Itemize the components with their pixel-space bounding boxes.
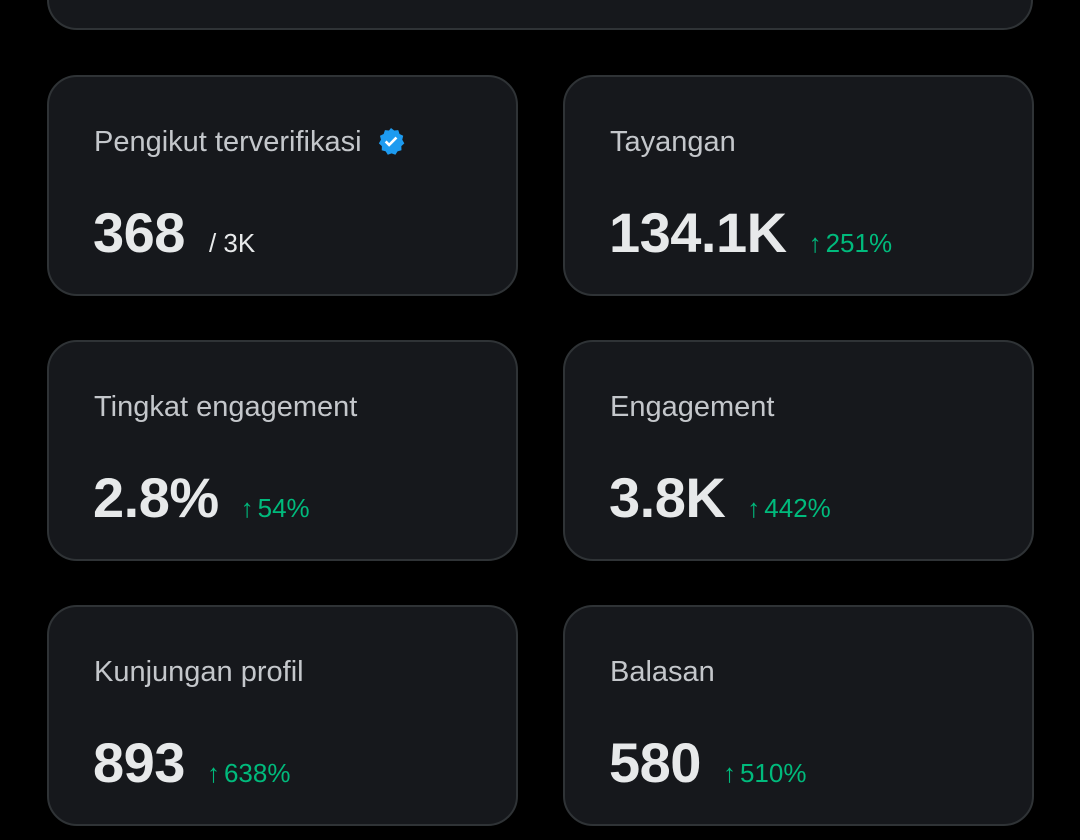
card-delta: ↑ 638% [207,758,291,789]
card-delta-value: 442% [764,493,831,523]
replies-card[interactable]: Balasan 580 ↑ 510% [563,605,1034,826]
engagement-rate-card[interactable]: Tingkat engagement 2.8% ↑ 54% [47,340,518,561]
card-label-text: Pengikut terverifikasi [94,126,362,158]
card-value: 368 [93,201,185,264]
arrow-up-icon: ↑ [722,758,736,788]
card-value-row: 893 ↑ 638% [93,733,290,793]
card-delta-value: 510% [739,758,807,788]
card-value-row: 2.8% ↑ 54% [93,468,310,528]
card-delta-value: 54% [257,493,310,523]
card-delta: ↑ 442% [747,493,831,524]
verified-followers-card[interactable]: Pengikut terverifikasi 368 / 3K [47,75,518,296]
card-delta-value: 251% [825,228,893,258]
card-value: 3.8K [609,466,726,529]
card-label: Tingkat engagement [94,390,357,424]
arrow-up-icon: ↑ [808,228,822,258]
card-label: Kunjungan profil [94,655,304,689]
card-total: / 3K [208,228,256,258]
card-value: 2.8% [93,466,219,529]
engagements-card[interactable]: Engagement 3.8K ↑ 442% [563,340,1034,561]
card-value-row: 368 / 3K [93,203,255,263]
card-value: 580 [609,731,701,794]
card-label-text: Engagement [610,391,775,423]
card-label: Tayangan [610,125,736,159]
card-value: 134.1K [609,201,787,264]
card-value-row: 3.8K ↑ 442% [609,468,831,528]
card-delta: ↑ 510% [723,758,807,789]
card-delta: ↑ 251% [809,228,893,259]
card-value-row: 580 ↑ 510% [609,733,806,793]
verified-badge-icon [375,126,407,158]
previous-card [47,0,1033,30]
impressions-card[interactable]: Tayangan 134.1K ↑ 251% [563,75,1034,296]
profile-visits-card[interactable]: Kunjungan profil 893 ↑ 638% [47,605,518,826]
card-label-text: Balasan [610,656,715,688]
card-value-row: 134.1K ↑ 251% [609,203,892,263]
arrow-up-icon: ↑ [240,493,254,523]
card-label-text: Kunjungan profil [94,656,304,688]
card-label-text: Tingkat engagement [94,391,358,423]
card-label: Pengikut terverifikasi [94,125,407,159]
arrow-up-icon: ↑ [747,493,761,523]
card-value: 893 [93,731,185,794]
card-label-text: Tayangan [610,126,736,158]
card-label: Balasan [610,655,715,689]
arrow-up-icon: ↑ [206,758,220,788]
card-delta: ↑ 54% [241,493,310,524]
card-delta-value: 638% [223,758,291,788]
card-label: Engagement [610,390,774,424]
